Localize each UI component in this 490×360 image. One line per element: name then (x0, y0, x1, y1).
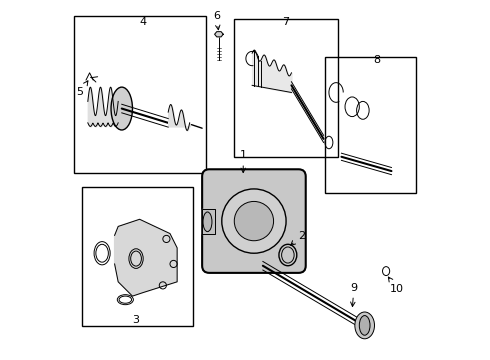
Circle shape (231, 227, 242, 238)
FancyBboxPatch shape (202, 169, 306, 273)
Text: 6: 6 (213, 11, 220, 30)
Circle shape (268, 216, 279, 226)
Polygon shape (215, 32, 223, 37)
Text: 3: 3 (133, 315, 140, 325)
Bar (74, 16, 206, 173)
Circle shape (261, 236, 271, 247)
Ellipse shape (359, 316, 370, 335)
Polygon shape (115, 219, 177, 296)
Circle shape (231, 204, 242, 215)
Ellipse shape (203, 212, 212, 231)
Polygon shape (202, 208, 215, 234)
Circle shape (245, 241, 255, 252)
Circle shape (261, 195, 271, 206)
Bar (325, 57, 416, 193)
Text: 10: 10 (389, 277, 404, 294)
Text: 1: 1 (240, 150, 246, 172)
Ellipse shape (355, 312, 374, 339)
Circle shape (245, 191, 255, 201)
Text: 5: 5 (76, 81, 88, 97)
Text: 9: 9 (350, 283, 358, 306)
Ellipse shape (111, 87, 132, 130)
Text: 4: 4 (140, 18, 147, 27)
Circle shape (268, 216, 279, 226)
Bar (82, 187, 193, 327)
Circle shape (234, 202, 273, 241)
Circle shape (222, 189, 286, 253)
Text: 2: 2 (291, 231, 305, 245)
Text: 7: 7 (283, 18, 290, 27)
Bar (234, 19, 338, 157)
Text: 8: 8 (373, 55, 380, 65)
